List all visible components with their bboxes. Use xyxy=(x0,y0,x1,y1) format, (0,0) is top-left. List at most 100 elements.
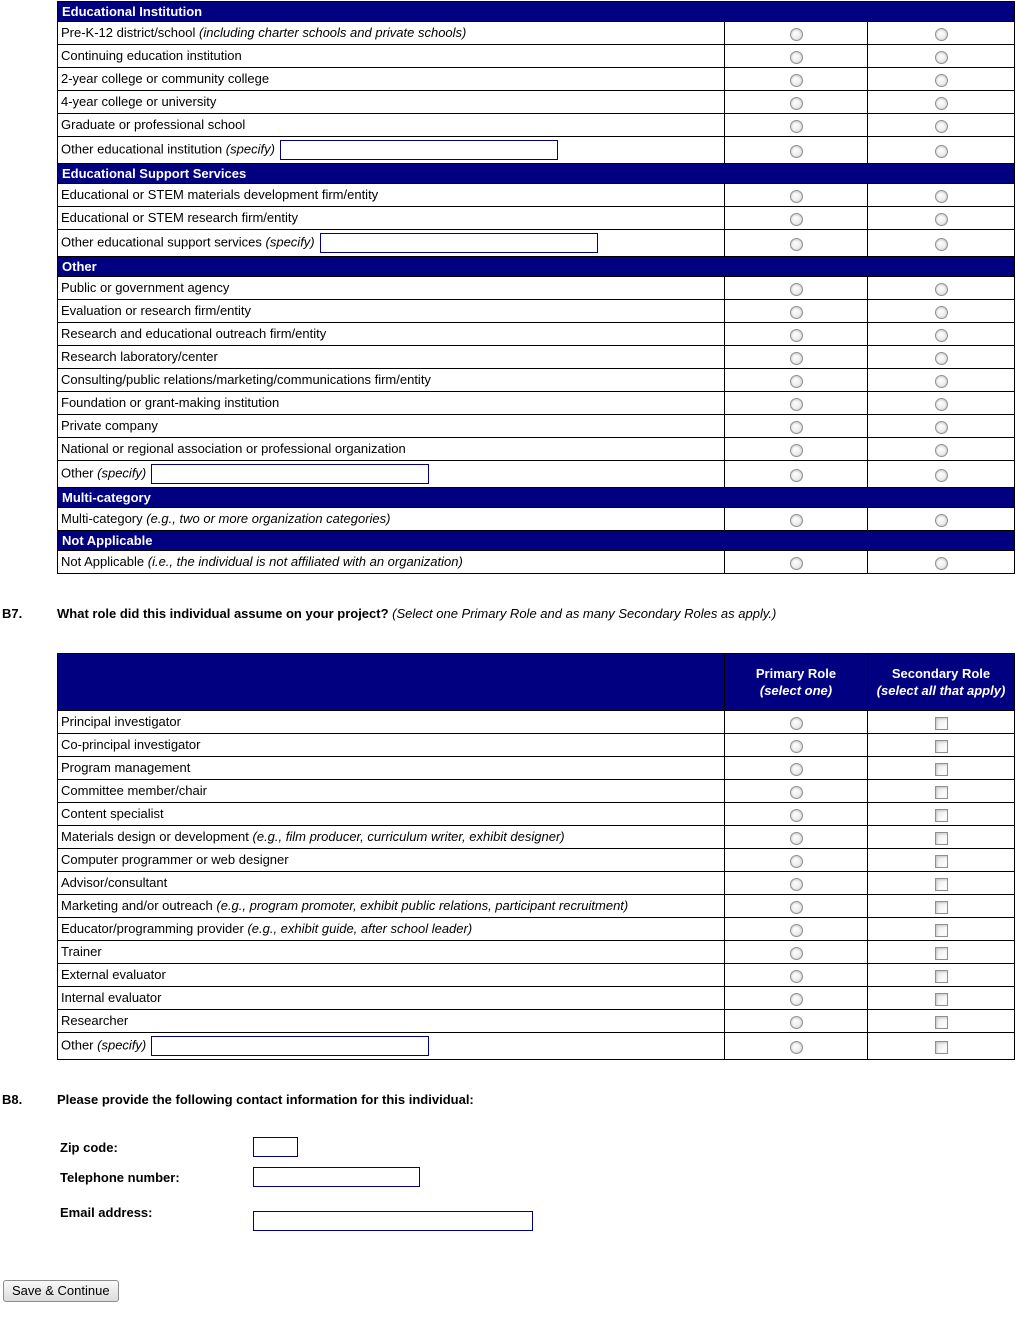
primary-role-radio[interactable] xyxy=(789,1015,803,1029)
row-label: Graduate or professional school xyxy=(61,117,246,132)
org-option1-radio[interactable] xyxy=(789,513,803,527)
org-option1-radio[interactable] xyxy=(789,237,803,251)
secondary-role-checkbox[interactable] xyxy=(934,739,948,753)
row-label-cell: Continuing education institution xyxy=(57,44,725,68)
primary-role-radio[interactable] xyxy=(789,969,803,983)
specify-input[interactable] xyxy=(279,140,558,160)
secondary-role-checkbox-cell xyxy=(867,1032,1015,1060)
org-option2-radio[interactable] xyxy=(934,328,948,342)
org-option1-radio-cell xyxy=(724,460,868,488)
primary-role-radio[interactable] xyxy=(789,716,803,730)
org-option1-radio[interactable] xyxy=(789,27,803,41)
org-option2-radio[interactable] xyxy=(934,50,948,64)
section-header: Not Applicable xyxy=(57,530,1015,551)
org-option2-radio[interactable] xyxy=(934,212,948,226)
org-option2-radio[interactable] xyxy=(934,443,948,457)
org-option1-radio[interactable] xyxy=(789,328,803,342)
org-option1-radio[interactable] xyxy=(789,144,803,158)
secondary-role-checkbox-cell xyxy=(867,963,1015,987)
primary-role-radio[interactable] xyxy=(789,854,803,868)
org-option2-radio[interactable] xyxy=(934,305,948,319)
secondary-role-checkbox[interactable] xyxy=(934,969,948,983)
secondary-role-checkbox-cell xyxy=(867,986,1015,1010)
table-row: Educational or STEM materials developmen… xyxy=(57,183,1015,207)
org-option2-radio[interactable] xyxy=(934,96,948,110)
specify-input[interactable] xyxy=(151,1036,430,1056)
org-option1-radio[interactable] xyxy=(789,397,803,411)
primary-role-radio-cell xyxy=(724,940,868,964)
org-option1-radio-cell xyxy=(724,299,868,323)
org-option1-radio[interactable] xyxy=(789,374,803,388)
org-option1-radio[interactable] xyxy=(789,420,803,434)
org-option1-radio[interactable] xyxy=(789,119,803,133)
primary-role-radio[interactable] xyxy=(789,739,803,753)
question-b7: B7. What role did this individual assume… xyxy=(2,606,1016,621)
secondary-role-checkbox[interactable] xyxy=(934,946,948,960)
org-option1-radio[interactable] xyxy=(789,50,803,64)
primary-role-radio[interactable] xyxy=(789,900,803,914)
org-option1-radio[interactable] xyxy=(789,189,803,203)
question-b7-note: (Select one Primary Role and as many Sec… xyxy=(392,606,777,621)
org-option2-radio[interactable] xyxy=(934,351,948,365)
org-option1-radio[interactable] xyxy=(789,73,803,87)
secondary-role-checkbox[interactable] xyxy=(934,877,948,891)
specify-input[interactable] xyxy=(151,464,430,484)
org-option2-radio[interactable] xyxy=(934,73,948,87)
org-option2-radio-cell xyxy=(867,322,1015,346)
table-row: Educator/programming provider (e.g., exh… xyxy=(57,917,1015,941)
row-label: Other educational institution xyxy=(61,141,223,157)
org-option1-radio[interactable] xyxy=(789,468,803,482)
secondary-role-checkbox[interactable] xyxy=(934,992,948,1006)
secondary-role-checkbox[interactable] xyxy=(934,1015,948,1029)
secondary-role-checkbox[interactable] xyxy=(934,785,948,799)
secondary-role-checkbox[interactable] xyxy=(934,1040,948,1054)
org-option2-radio[interactable] xyxy=(934,374,948,388)
org-option1-radio[interactable] xyxy=(789,96,803,110)
org-option2-radio[interactable] xyxy=(934,513,948,527)
primary-role-radio[interactable] xyxy=(789,923,803,937)
row-label-cell: Computer programmer or web designer xyxy=(57,848,725,872)
zip-code-row: Zip code: xyxy=(60,1137,1016,1157)
org-option1-radio[interactable] xyxy=(789,305,803,319)
table-row: Not Applicable (i.e., the individual is … xyxy=(57,550,1015,574)
org-option2-radio[interactable] xyxy=(934,420,948,434)
org-option1-radio[interactable] xyxy=(789,212,803,226)
secondary-role-checkbox[interactable] xyxy=(934,762,948,776)
org-option2-radio[interactable] xyxy=(934,144,948,158)
primary-role-radio[interactable] xyxy=(789,877,803,891)
primary-role-radio[interactable] xyxy=(789,946,803,960)
secondary-role-checkbox[interactable] xyxy=(934,831,948,845)
primary-role-radio[interactable] xyxy=(789,1040,803,1054)
org-option2-radio[interactable] xyxy=(934,189,948,203)
secondary-role-checkbox[interactable] xyxy=(934,854,948,868)
secondary-role-checkbox[interactable] xyxy=(934,808,948,822)
org-option2-radio[interactable] xyxy=(934,27,948,41)
primary-role-radio[interactable] xyxy=(789,831,803,845)
primary-role-radio[interactable] xyxy=(789,808,803,822)
secondary-role-checkbox[interactable] xyxy=(934,716,948,730)
specify-input[interactable] xyxy=(319,233,598,253)
org-option2-radio[interactable] xyxy=(934,282,948,296)
save-continue-button[interactable]: Save & Continue xyxy=(3,1280,119,1302)
org-option2-radio[interactable] xyxy=(934,119,948,133)
email-address-field[interactable] xyxy=(253,1211,533,1231)
primary-role-header: Primary Role (select one) xyxy=(724,653,868,711)
primary-role-radio-cell xyxy=(724,848,868,872)
telephone-number-field[interactable] xyxy=(253,1167,420,1187)
org-option1-radio[interactable] xyxy=(789,282,803,296)
primary-role-radio[interactable] xyxy=(789,992,803,1006)
org-option2-radio[interactable] xyxy=(934,237,948,251)
zip-code-field[interactable] xyxy=(253,1137,298,1157)
org-option1-radio[interactable] xyxy=(789,443,803,457)
row-label: Marketing and/or outreach xyxy=(61,898,213,913)
secondary-role-checkbox[interactable] xyxy=(934,923,948,937)
org-option2-radio[interactable] xyxy=(934,397,948,411)
org-option1-radio[interactable] xyxy=(789,556,803,570)
org-option2-radio[interactable] xyxy=(934,556,948,570)
primary-role-radio[interactable] xyxy=(789,785,803,799)
org-option2-radio[interactable] xyxy=(934,468,948,482)
primary-role-radio[interactable] xyxy=(789,762,803,776)
org-option1-radio[interactable] xyxy=(789,351,803,365)
row-label-cell: Multi-category (e.g., two or more organi… xyxy=(57,507,725,531)
secondary-role-checkbox[interactable] xyxy=(934,900,948,914)
